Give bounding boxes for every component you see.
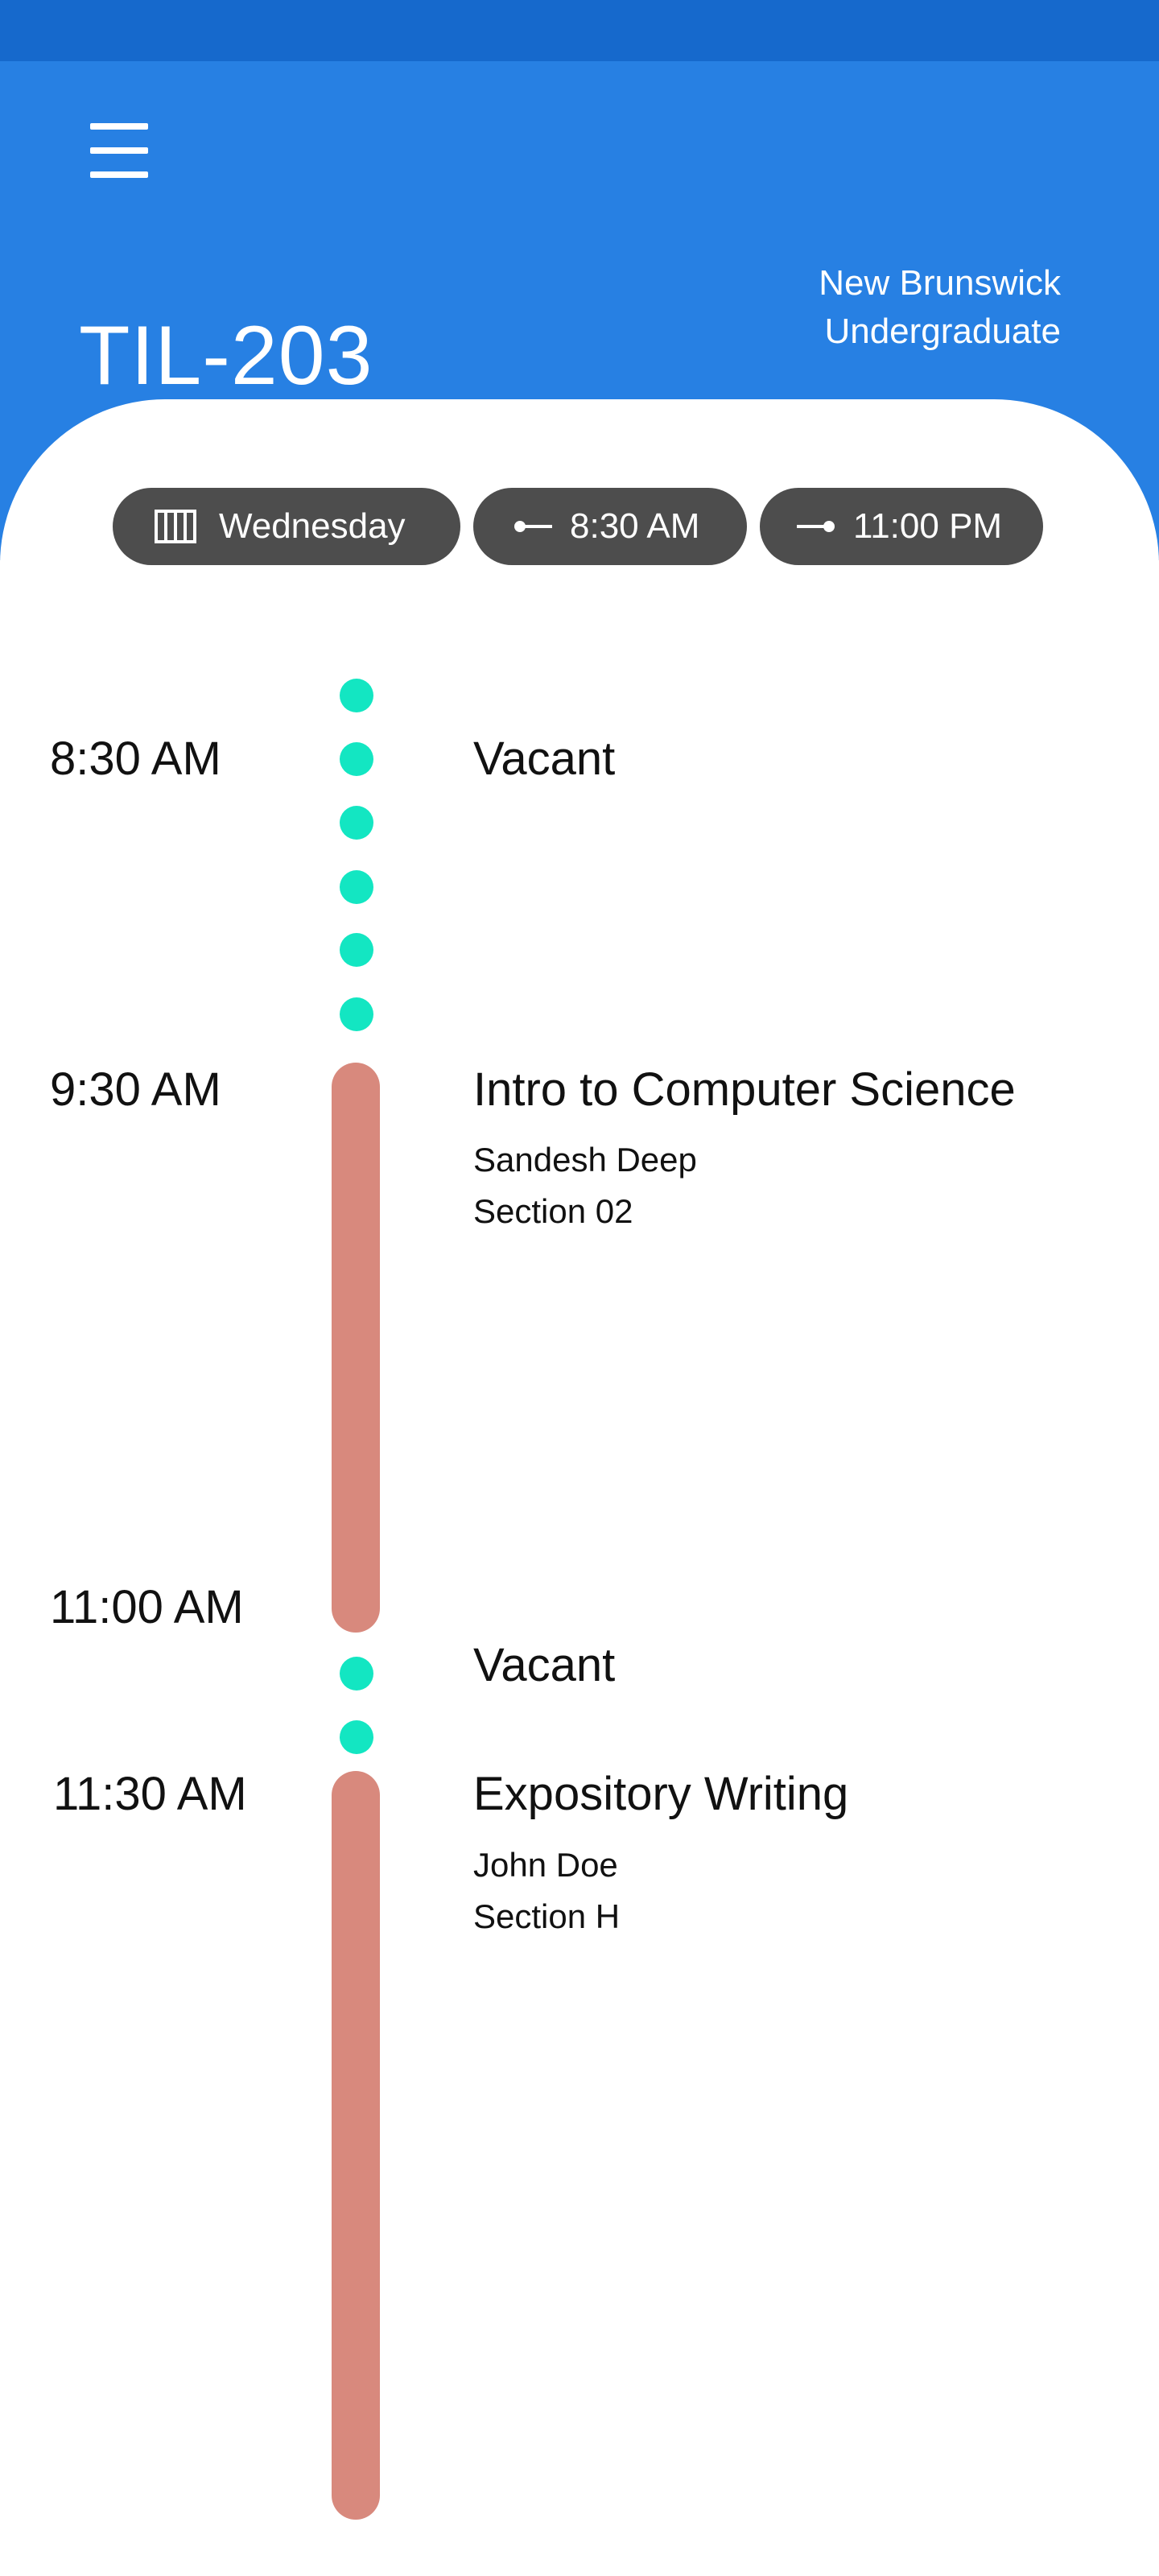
day-filter-chip[interactable]: Wednesday [113,488,460,565]
end-time-icon [795,488,837,565]
time-label: 8:30 AM [50,733,221,785]
vacant-dot [340,742,373,776]
vacant-dot [340,679,373,712]
booked-slot-bar[interactable] [332,1771,380,2520]
slot-instructor: John Doe [473,1846,618,1884]
end-time-chip[interactable]: 11:00 PM [760,488,1043,565]
slot-title: Intro to Computer Science [473,1063,1016,1116]
end-time-label: 11:00 PM [853,506,1003,546]
calendar-icon [155,488,196,565]
booked-slot-bar[interactable] [332,1063,380,1633]
slot-title: Expository Writing [473,1768,849,1820]
campus-info: New Brunswick Undergraduate [819,259,1061,356]
slot-section: Section H [473,1897,621,1935]
campus-level: Undergraduate [824,312,1061,351]
menu-line [90,123,148,130]
start-time-chip[interactable]: 8:30 AM [473,488,747,565]
room-title: TIL-203 [79,308,373,402]
day-filter-label: Wednesday [219,506,406,546]
schedule-sheet [0,399,1159,2576]
slot-instructor: Sandesh Deep [473,1141,697,1179]
vacant-dot [340,933,373,967]
vacant-dot [340,806,373,840]
vacant-dot [340,1657,373,1690]
start-time-label: 8:30 AM [570,506,700,546]
time-label: 11:30 AM [53,1768,247,1820]
vacant-dot [340,997,373,1031]
slot-title: Vacant [473,1639,616,1691]
menu-line [90,147,148,154]
campus-name: New Brunswick [819,263,1061,303]
start-time-icon [514,488,554,565]
time-label: 11:00 AM [50,1581,244,1633]
slot-title: Vacant [473,733,616,785]
menu-line [90,171,148,178]
vacant-dot [340,1720,373,1754]
status-bar [0,0,1159,61]
time-label: 9:30 AM [50,1063,221,1116]
slot-section: Section 02 [473,1192,633,1230]
hamburger-menu-icon[interactable] [80,117,158,184]
vacant-dot [340,870,373,904]
